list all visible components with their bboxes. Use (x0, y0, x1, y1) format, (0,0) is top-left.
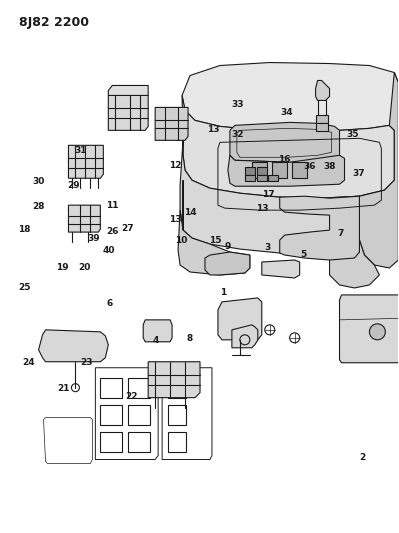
Polygon shape (230, 123, 340, 162)
Polygon shape (155, 108, 188, 140)
Polygon shape (69, 205, 100, 232)
Text: 19: 19 (56, 263, 69, 272)
Text: 8: 8 (186, 334, 193, 343)
Text: 13: 13 (170, 215, 182, 224)
Text: 28: 28 (32, 203, 45, 212)
Text: 26: 26 (106, 228, 118, 237)
Bar (100, 378, 122, 398)
Text: 33: 33 (231, 100, 243, 109)
Polygon shape (148, 362, 200, 398)
Text: 24: 24 (22, 358, 35, 367)
Text: 38: 38 (324, 162, 336, 171)
Bar (316, 123, 328, 131)
Polygon shape (143, 320, 172, 342)
Polygon shape (39, 330, 108, 362)
Polygon shape (69, 146, 103, 178)
Text: 34: 34 (280, 108, 293, 117)
Text: 7: 7 (338, 229, 344, 238)
Text: 27: 27 (121, 224, 133, 233)
Bar (257, 175, 267, 181)
Text: 3: 3 (264, 244, 270, 253)
Circle shape (369, 324, 385, 340)
Polygon shape (178, 180, 250, 275)
Polygon shape (228, 155, 344, 186)
Polygon shape (280, 196, 359, 260)
Polygon shape (340, 295, 399, 363)
Text: 9: 9 (225, 242, 231, 251)
Bar (245, 167, 255, 175)
Text: 40: 40 (103, 246, 115, 255)
Bar (316, 116, 328, 123)
Text: 2: 2 (359, 454, 365, 463)
Polygon shape (108, 95, 148, 131)
Polygon shape (359, 72, 398, 268)
Text: 20: 20 (78, 263, 91, 272)
Bar (168, 405, 186, 425)
Polygon shape (182, 62, 398, 132)
Bar (292, 162, 306, 178)
Bar (272, 162, 287, 178)
Text: 21: 21 (57, 384, 70, 393)
Polygon shape (205, 252, 250, 275)
Text: 35: 35 (346, 130, 359, 139)
Bar (168, 432, 186, 451)
Text: 31: 31 (74, 146, 87, 155)
Text: 36: 36 (304, 162, 316, 171)
Text: 12: 12 (170, 161, 182, 170)
Text: 11: 11 (106, 201, 118, 210)
Text: 22: 22 (126, 392, 138, 401)
Text: 17: 17 (262, 190, 274, 199)
Bar (268, 175, 278, 181)
Text: 5: 5 (300, 251, 306, 260)
Bar (100, 405, 122, 425)
Text: 8J82 2200: 8J82 2200 (19, 15, 89, 29)
Polygon shape (330, 196, 379, 288)
Bar (168, 378, 186, 398)
Text: 16: 16 (279, 155, 291, 164)
Polygon shape (262, 260, 300, 278)
Text: 25: 25 (18, 283, 31, 292)
Text: 37: 37 (352, 169, 365, 178)
Bar (100, 432, 122, 451)
Text: 15: 15 (209, 237, 222, 246)
Polygon shape (108, 85, 148, 95)
Bar (245, 175, 255, 181)
Polygon shape (180, 140, 394, 254)
Text: 13: 13 (207, 125, 219, 134)
Polygon shape (218, 298, 262, 340)
Bar (128, 378, 150, 398)
Polygon shape (182, 95, 394, 198)
Text: 32: 32 (231, 130, 243, 139)
Text: 39: 39 (88, 235, 101, 244)
Text: 13: 13 (256, 204, 269, 213)
Bar (257, 167, 267, 175)
Bar (128, 432, 150, 451)
Text: 29: 29 (67, 181, 80, 190)
Polygon shape (316, 80, 330, 100)
Bar (252, 162, 267, 178)
Text: 1: 1 (220, 287, 227, 296)
Bar (128, 405, 150, 425)
Polygon shape (232, 325, 258, 348)
Text: 10: 10 (176, 237, 188, 246)
Text: 18: 18 (18, 225, 31, 234)
Text: 30: 30 (32, 177, 45, 186)
Text: 23: 23 (80, 358, 93, 367)
Text: 14: 14 (184, 208, 197, 217)
Text: 6: 6 (107, 299, 113, 308)
Text: 4: 4 (152, 336, 159, 345)
